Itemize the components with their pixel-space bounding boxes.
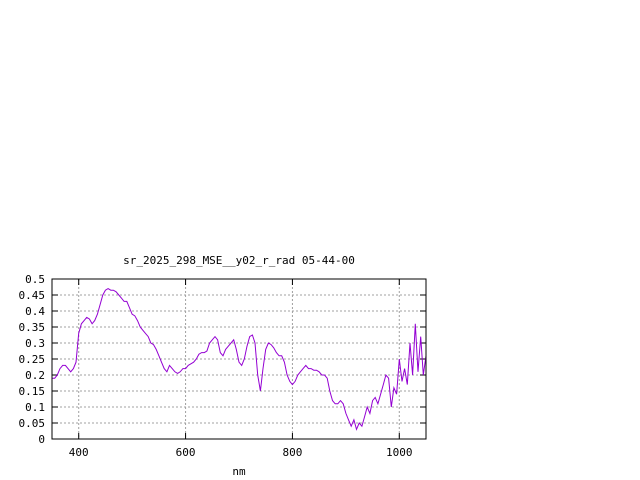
series-line bbox=[52, 288, 427, 431]
series-layer bbox=[52, 288, 427, 431]
y-tick-labels: 0 0.05 0.1 0.15 0.2 0.25 0.3 0.35 0.4 0.45 0.5 bbox=[19, 273, 46, 446]
x-tick-label: 800 bbox=[282, 446, 302, 459]
chart-title: sr_2025_298_MSE__y02_r_rad 05-44-00 bbox=[123, 254, 355, 267]
y-tick-label: 0.5 bbox=[25, 273, 45, 286]
y-tick-label: 0.45 bbox=[19, 289, 46, 302]
y-tick-label: 0.25 bbox=[19, 353, 46, 366]
x-axis-label: nm bbox=[232, 465, 246, 478]
y-tick-label: 0 bbox=[38, 433, 45, 446]
x-tick-labels: 400 600 800 1000 bbox=[69, 446, 413, 459]
x-tick-label: 400 bbox=[69, 446, 89, 459]
y-tick-label: 0.2 bbox=[25, 369, 45, 382]
grid-lines bbox=[52, 279, 426, 439]
y-tick-label: 0.1 bbox=[25, 401, 45, 414]
x-tick-label: 1000 bbox=[386, 446, 413, 459]
y-tick-label: 0.05 bbox=[19, 417, 46, 430]
y-tick-label: 0.4 bbox=[25, 305, 45, 318]
plot-frame bbox=[51, 278, 427, 440]
x-tick-label: 600 bbox=[176, 446, 196, 459]
y-tick-label: 0.35 bbox=[19, 321, 46, 334]
y-tick-label: 0.3 bbox=[25, 337, 45, 350]
y-tick-label: 0.15 bbox=[19, 385, 46, 398]
